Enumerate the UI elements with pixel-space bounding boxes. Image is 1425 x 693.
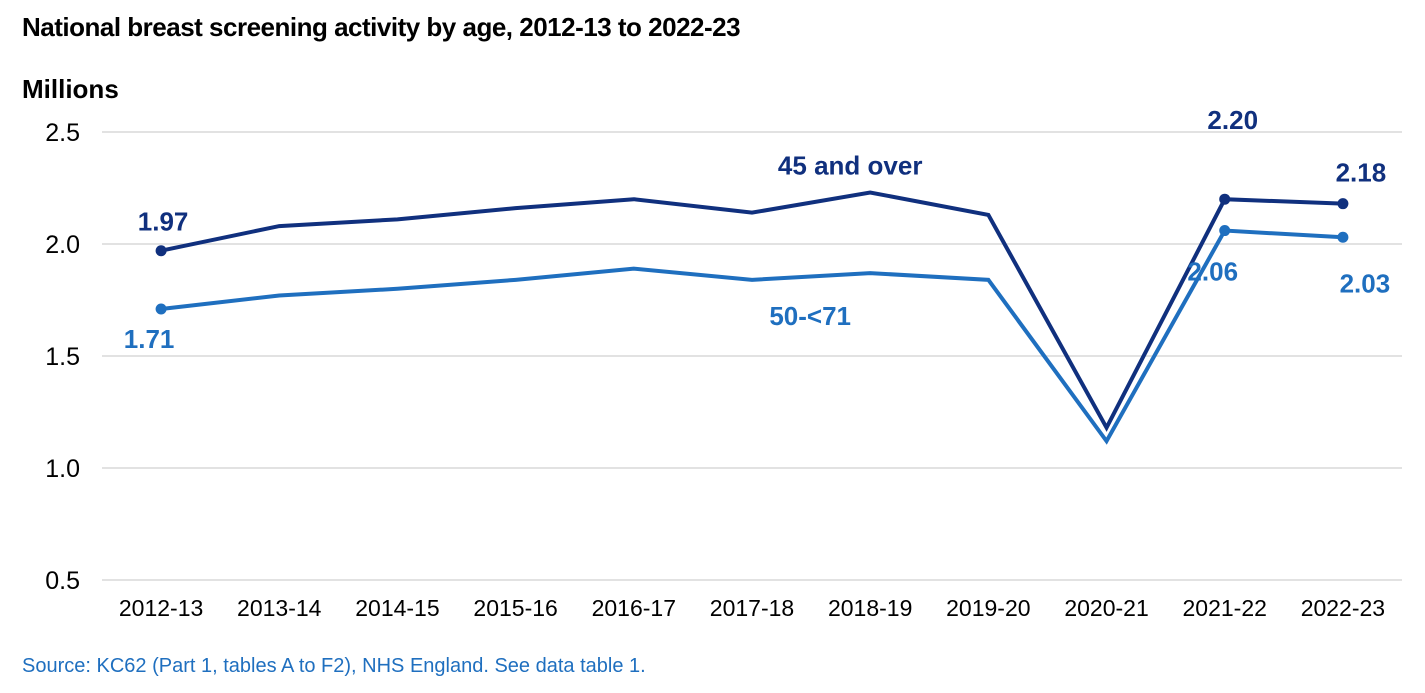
y-tick-label: 1.0 [45, 455, 80, 483]
y-axis-unit-label: Millions [22, 74, 119, 104]
series-line-0 [160, 190, 1343, 432]
data-label: 2.03 [1340, 268, 1391, 298]
x-tick-label: 2014-15 [355, 595, 439, 621]
data-labels: 1.97 2.20 2.18 45 and over 1.71 2.06 2.03 50-<7… [124, 105, 1390, 354]
chart-title: National breast screening activity by ag… [22, 12, 741, 42]
data-label: 2.18 [1336, 158, 1387, 188]
y-tick-label: 2.0 [45, 231, 80, 259]
x-axis-ticks: 2012-13 2013-14 2014-15 2015-16 2016-17 2017-… [119, 595, 1385, 621]
x-tick-label: 2015-16 [473, 595, 557, 621]
data-point-marker [155, 245, 167, 257]
y-tick-label: 1.5 [45, 343, 80, 371]
data-label: 1.71 [124, 324, 175, 354]
data-label: 2.06 [1187, 257, 1238, 287]
data-point-marker [1337, 231, 1349, 243]
y-axis-ticks: 0.5 1.0 1.5 2.0 2.5 [45, 119, 80, 595]
x-tick-label: 2012-13 [119, 595, 203, 621]
x-tick-label: 2016-17 [592, 595, 676, 621]
data-point-marker [1219, 225, 1231, 237]
x-tick-label: 2019-20 [946, 595, 1030, 621]
y-tick-label: 0.5 [45, 567, 80, 595]
series-name-label: 50-<71 [769, 301, 851, 331]
series-name-label: 45 and over [778, 150, 923, 180]
data-point-marker [1219, 193, 1231, 205]
x-tick-label: 2013-14 [237, 595, 322, 621]
series-lines [155, 190, 1349, 445]
data-label: 2.20 [1207, 105, 1258, 135]
x-tick-label: 2017-18 [710, 595, 794, 621]
y-tick-label: 2.5 [45, 119, 80, 147]
data-point-marker [1337, 198, 1349, 210]
gridlines [102, 131, 1402, 581]
x-tick-label: 2021-22 [1183, 595, 1267, 621]
x-tick-label: 2018-19 [828, 595, 912, 621]
source-note: Source: KC62 (Part 1, tables A to F2), N… [22, 655, 646, 677]
x-tick-label: 2020-21 [1064, 595, 1148, 621]
x-tick-label: 2022-23 [1301, 595, 1385, 621]
data-point-marker [155, 303, 167, 315]
data-label: 1.97 [138, 207, 189, 237]
series-line-1 [160, 228, 1344, 445]
